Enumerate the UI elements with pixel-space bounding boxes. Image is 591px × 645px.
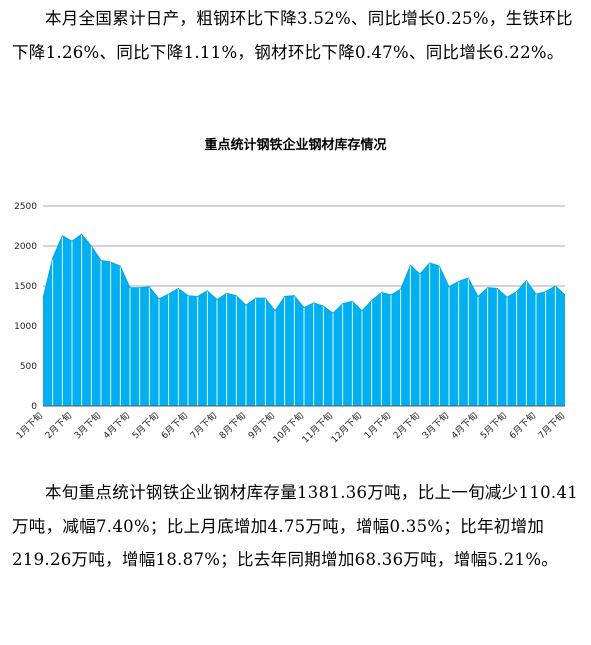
chart-title: 重点统计钢铁企业钢材库存情况 [204,138,387,153]
x-tick-label: 7月下旬 [535,410,567,442]
inventory-paragraph: 本旬重点统计钢铁企业钢材库存量1381.36万吨，比上一旬减少110.41万吨，… [12,483,579,569]
x-tick-label: 1月下旬 [13,410,45,442]
y-tick-labels: 0 500 1000 1500 2000 2500 [14,202,37,412]
x-tick-label: 4月下旬 [100,410,132,442]
area-outline [42,233,566,314]
x-tick-label: 5月下旬 [129,410,161,442]
intro-paragraph: 本月全国累计日产，粗钢环比下降3.52%、同比增长0.25%，生铁环比下降1.2… [12,9,573,62]
x-tick-labels: 1月下旬2月下旬3月下旬4月下旬5月下旬6月下旬7月下旬8月下旬9月下旬10月下… [13,410,567,446]
y-tick-label-2000: 2000 [14,242,37,252]
x-tick-label: 2月下旬 [42,410,74,442]
x-tick-label: 3月下旬 [419,410,451,442]
x-tick-label: 4月下旬 [448,410,480,442]
x-tick-label: 3月下旬 [71,410,103,442]
x-tick-label: 7月下旬 [187,410,219,442]
x-tick-label: 12月下旬 [328,410,364,446]
x-tick-label: 11月下旬 [299,410,335,446]
x-tick-label: 1月下旬 [361,410,393,442]
x-tick-label: 10月下旬 [270,410,306,446]
y-tick-label-1000: 1000 [14,322,37,332]
x-tick-label: 8月下旬 [216,410,248,442]
y-tick-label-500: 500 [20,362,37,372]
y-tick-label-1500: 1500 [14,282,37,292]
y-tick-label-0: 0 [31,402,37,412]
x-tick-label: 6月下旬 [158,410,190,442]
area-series [42,233,566,406]
x-tick-label: 2月下旬 [390,410,422,442]
y-tick-label-2500: 2500 [14,202,37,212]
x-tick-label: 5月下旬 [477,410,509,442]
x-tick-label: 6月下旬 [506,410,538,442]
